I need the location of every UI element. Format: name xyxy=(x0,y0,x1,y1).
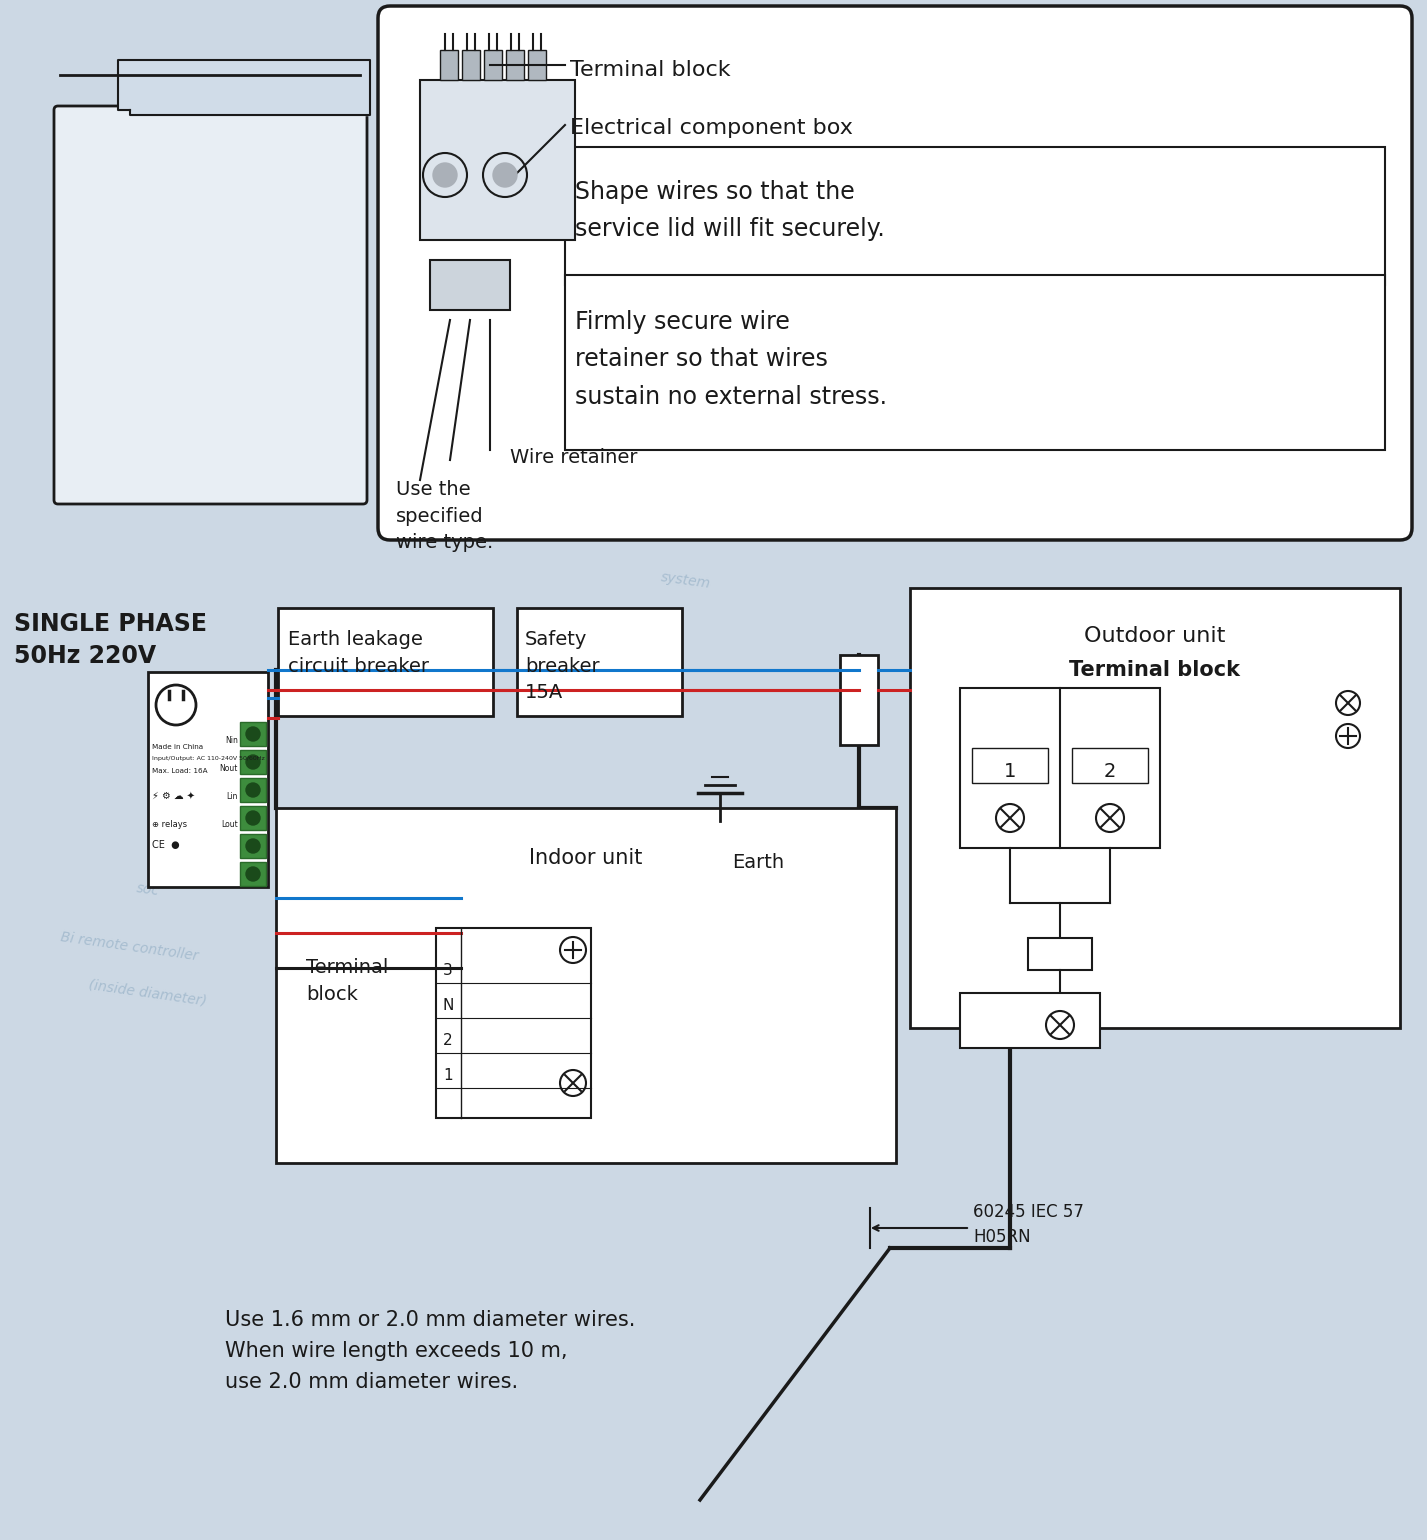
FancyBboxPatch shape xyxy=(54,106,367,504)
Bar xyxy=(240,722,265,745)
Bar xyxy=(462,49,479,80)
Text: 2: 2 xyxy=(444,1032,452,1047)
Bar xyxy=(240,862,265,885)
Bar xyxy=(240,835,265,858)
Circle shape xyxy=(245,782,260,798)
Text: Use 1.6 mm or 2.0 mm diameter wires.
When wire length exceeds 10 m,
use 2.0 mm d: Use 1.6 mm or 2.0 mm diameter wires. Whe… xyxy=(225,1311,635,1392)
Text: Electrical component box: Electrical component box xyxy=(569,119,853,139)
Text: fabricate: fabricate xyxy=(430,881,494,902)
Bar xyxy=(440,49,458,80)
Text: Nin: Nin xyxy=(225,736,238,744)
Text: Made in China: Made in China xyxy=(153,744,203,750)
Text: Terminal block: Terminal block xyxy=(569,60,731,80)
Circle shape xyxy=(492,163,517,186)
Polygon shape xyxy=(118,60,370,116)
Text: Terminal block: Terminal block xyxy=(1069,661,1240,681)
Text: 2: 2 xyxy=(1104,761,1116,781)
Text: if the: if the xyxy=(870,122,908,142)
Bar xyxy=(841,654,878,745)
Bar xyxy=(278,608,492,716)
Circle shape xyxy=(245,755,260,768)
FancyBboxPatch shape xyxy=(378,6,1411,541)
Bar xyxy=(565,146,1386,285)
Text: ⊕ relays: ⊕ relays xyxy=(153,819,187,829)
Text: (inside diameter): (inside diameter) xyxy=(88,978,208,1009)
Text: 3: 3 xyxy=(444,962,452,978)
Bar xyxy=(972,748,1047,782)
Text: ⚡ ⚙ ☁ ✦: ⚡ ⚙ ☁ ✦ xyxy=(153,792,195,802)
Text: Max. Load: 16A: Max. Load: 16A xyxy=(153,768,207,775)
Text: Cause: Cause xyxy=(661,31,705,51)
Bar xyxy=(240,750,265,775)
Text: Earth leakage
circuit breaker: Earth leakage circuit breaker xyxy=(288,630,430,676)
Text: soc: soc xyxy=(136,881,160,898)
Text: Shape wires so that the
service lid will fit securely.: Shape wires so that the service lid will… xyxy=(575,180,885,242)
Bar xyxy=(437,929,591,1118)
Text: Safety
breaker
15A: Safety breaker 15A xyxy=(525,630,599,702)
Text: heat insulation tube: heat insulation tube xyxy=(761,353,899,391)
Text: the indoor unit: the indoor unit xyxy=(355,929,479,962)
Text: Outdoor unit: Outdoor unit xyxy=(1085,625,1226,645)
Text: Nout: Nout xyxy=(220,764,238,773)
Text: extension, obtain en exterior,: extension, obtain en exterior, xyxy=(781,42,983,91)
Text: Earth: Earth xyxy=(732,853,783,872)
Text: extension: extension xyxy=(778,165,848,191)
Text: Terminal
block: Terminal block xyxy=(305,958,388,1004)
Bar xyxy=(565,276,1386,450)
Circle shape xyxy=(432,163,457,186)
Text: the end: the end xyxy=(661,470,715,491)
Text: Wire retainer: Wire retainer xyxy=(509,448,638,467)
Bar xyxy=(1072,748,1147,782)
Bar xyxy=(275,808,896,1163)
Text: the indoor unit: the indoor unit xyxy=(390,950,494,978)
Circle shape xyxy=(245,867,260,881)
Text: CE  ●: CE ● xyxy=(153,839,180,850)
Text: Firmly secure wire
retainer so that wires
sustain no external stress.: Firmly secure wire retainer so that wire… xyxy=(575,310,888,408)
Bar xyxy=(420,80,575,240)
Bar xyxy=(1027,938,1092,970)
Bar xyxy=(960,993,1100,1049)
Text: (field supply): (field supply) xyxy=(781,411,872,440)
Bar xyxy=(517,608,682,716)
Bar xyxy=(240,778,265,802)
Bar xyxy=(240,805,265,830)
Circle shape xyxy=(245,812,260,825)
Text: 60245 IEC 57
H05RN: 60245 IEC 57 H05RN xyxy=(973,1203,1085,1246)
Text: 1: 1 xyxy=(444,1067,452,1083)
Text: system: system xyxy=(661,570,712,591)
Text: SINGLE PHASE
50Hz 220V: SINGLE PHASE 50Hz 220V xyxy=(14,611,207,668)
Text: Bi remote controller: Bi remote controller xyxy=(60,930,200,962)
Text: Input/Output: AC 110-240V 50/60Hz: Input/Output: AC 110-240V 50/60Hz xyxy=(153,756,265,761)
Bar xyxy=(960,688,1160,849)
Text: Lout: Lout xyxy=(221,819,238,829)
Circle shape xyxy=(245,727,260,741)
Text: Lin: Lin xyxy=(227,792,238,801)
Bar xyxy=(528,49,547,80)
Circle shape xyxy=(245,839,260,853)
Text: 1: 1 xyxy=(1003,761,1016,781)
Bar xyxy=(910,588,1400,1029)
Text: N: N xyxy=(442,998,454,1012)
Bar xyxy=(148,671,268,887)
Bar xyxy=(507,49,524,80)
Text: Use the
specified
wire type.: Use the specified wire type. xyxy=(397,480,494,551)
Bar xyxy=(430,260,509,310)
Text: Indoor unit: Indoor unit xyxy=(529,849,642,869)
Bar xyxy=(484,49,502,80)
